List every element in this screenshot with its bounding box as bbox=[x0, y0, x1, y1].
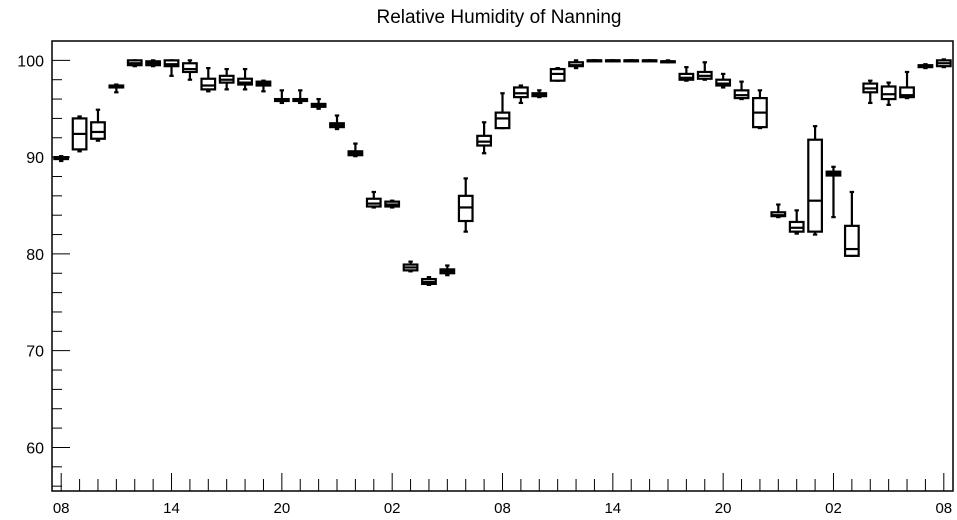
box-40 bbox=[788, 209, 805, 235]
y-tick-label: 100 bbox=[17, 53, 44, 70]
box-body bbox=[90, 121, 106, 140]
box-body bbox=[807, 138, 823, 233]
box-24 bbox=[494, 92, 511, 130]
y-axis: 60 70 80 90 100 bbox=[17, 40, 70, 487]
box-body bbox=[843, 224, 860, 257]
box-13 bbox=[292, 89, 309, 105]
box-11 bbox=[255, 79, 272, 93]
y-tick-label: 60 bbox=[26, 440, 44, 457]
box-33 bbox=[660, 59, 676, 64]
box-41 bbox=[807, 125, 823, 236]
box-0 bbox=[53, 155, 70, 163]
box-25 bbox=[512, 84, 529, 105]
box-17 bbox=[365, 190, 382, 209]
y-tick-label: 90 bbox=[26, 150, 44, 167]
x-tick-label: 14 bbox=[163, 500, 180, 517]
box-46 bbox=[899, 70, 915, 100]
x-tick-label: 08 bbox=[935, 500, 952, 517]
box-5 bbox=[145, 59, 162, 68]
box-16 bbox=[347, 142, 364, 158]
box-30 bbox=[604, 59, 621, 63]
box-42 bbox=[825, 165, 842, 219]
box-15 bbox=[329, 114, 345, 131]
box-9 bbox=[218, 67, 235, 91]
box-26 bbox=[531, 89, 548, 99]
box-37 bbox=[733, 80, 750, 101]
box-34 bbox=[678, 66, 695, 82]
x-tick-label: 08 bbox=[494, 500, 511, 517]
box-10 bbox=[237, 67, 253, 91]
x-axis: 08 14 20 02 08 14 20 02 08 bbox=[53, 473, 952, 517]
box-36 bbox=[715, 72, 732, 89]
box-44 bbox=[862, 79, 879, 105]
x-tick-label: 14 bbox=[604, 500, 621, 517]
box-32 bbox=[641, 59, 658, 63]
y-tick-label: 70 bbox=[26, 344, 44, 361]
box-22 bbox=[457, 177, 474, 233]
y-tick-label: 80 bbox=[26, 247, 44, 264]
box-45 bbox=[880, 81, 897, 106]
x-tick-label: 02 bbox=[825, 500, 842, 517]
box-body bbox=[880, 85, 897, 101]
box-23 bbox=[476, 121, 493, 155]
box-31 bbox=[623, 59, 640, 63]
box-body bbox=[494, 111, 511, 130]
box-27 bbox=[549, 66, 566, 82]
box-21 bbox=[439, 264, 456, 277]
box-48 bbox=[935, 58, 952, 69]
box-1 bbox=[71, 115, 88, 153]
x-tick-label: 08 bbox=[53, 500, 70, 517]
box-12 bbox=[273, 89, 290, 105]
box-2 bbox=[90, 108, 106, 142]
box-47 bbox=[917, 63, 934, 70]
box-14 bbox=[310, 97, 327, 110]
box-18 bbox=[384, 199, 401, 209]
box-39 bbox=[770, 203, 787, 219]
box-body bbox=[899, 86, 915, 99]
box-3 bbox=[108, 83, 125, 94]
box-35 bbox=[696, 61, 713, 81]
box-body bbox=[200, 77, 217, 91]
box-28 bbox=[568, 59, 584, 70]
box-43 bbox=[843, 190, 860, 257]
box-4 bbox=[126, 59, 143, 68]
box-29 bbox=[586, 59, 603, 63]
x-tick-label: 20 bbox=[715, 500, 732, 517]
chart-title: Relative Humidity of Nanning bbox=[376, 7, 621, 28]
box-19 bbox=[402, 260, 419, 273]
x-tick-label: 02 bbox=[384, 500, 401, 517]
box-body bbox=[182, 62, 198, 74]
box-8 bbox=[200, 66, 217, 93]
box-series bbox=[53, 58, 952, 286]
box-38 bbox=[752, 89, 768, 130]
box-7 bbox=[182, 59, 198, 81]
box-6 bbox=[163, 59, 180, 77]
x-tick-label: 20 bbox=[274, 500, 291, 517]
box-20 bbox=[421, 276, 437, 286]
